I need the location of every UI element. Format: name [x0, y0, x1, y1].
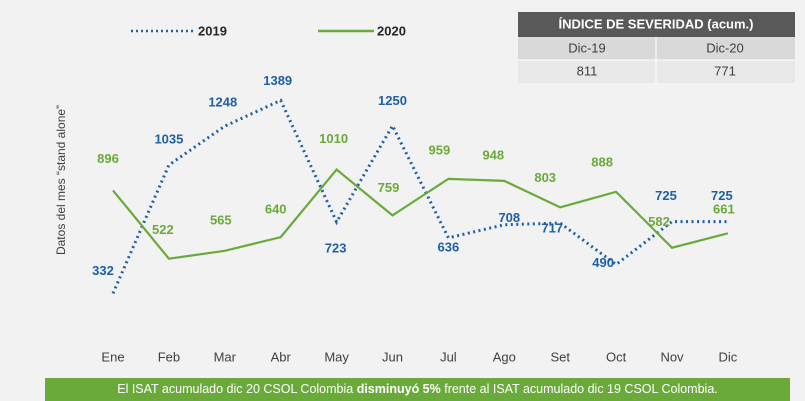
- data-label: 896: [97, 151, 119, 166]
- x-tick-label: Dic: [719, 349, 738, 364]
- data-label: 888: [591, 154, 613, 169]
- data-label: 640: [265, 202, 287, 217]
- data-label: 725: [655, 188, 677, 203]
- data-label: 582: [648, 214, 670, 229]
- x-tick-label: Jun: [382, 349, 403, 364]
- line-series: [112, 168, 729, 260]
- x-tick-label: Oct: [606, 349, 627, 364]
- data-label: 1389: [263, 73, 292, 88]
- table-title: ÍNDICE DE SEVERIDAD (acum.): [558, 16, 753, 31]
- data-label: 759: [378, 180, 400, 195]
- table-header: Dic-19: [568, 40, 606, 55]
- legend-label: 2019: [198, 23, 227, 38]
- data-label: 803: [534, 170, 556, 185]
- x-tick-label: Abr: [271, 349, 292, 364]
- data-label: 522: [152, 222, 174, 237]
- data-label: 661: [713, 202, 735, 217]
- footer-bold: disminuyó 5%: [356, 382, 441, 396]
- data-label: 1250: [378, 93, 407, 108]
- data-label: 948: [482, 147, 504, 162]
- footer-text: El ISAT acumulado dic 20 CSOL Colombia: [117, 382, 357, 396]
- data-label: 708: [498, 210, 520, 225]
- x-tick-label: Feb: [158, 349, 180, 364]
- footer: El ISAT acumulado dic 20 CSOL Colombia d…: [45, 378, 790, 401]
- data-label: 959: [429, 142, 451, 157]
- chart: Datos del mes “stand alone” ÍNDICE DE SE…: [54, 12, 795, 364]
- x-tick-label: Set: [550, 349, 570, 364]
- data-label: 636: [438, 239, 460, 254]
- data-label: 725: [711, 188, 733, 203]
- y-axis-label: Datos del mes “stand alone”: [54, 105, 68, 255]
- data-label: 1035: [154, 131, 183, 146]
- x-tick-label: Nov: [660, 349, 684, 364]
- data-label: 1010: [319, 131, 348, 146]
- data-label: 717: [541, 221, 563, 236]
- data-label: 332: [92, 263, 114, 278]
- data-label: 490: [592, 255, 614, 270]
- x-tick-label: May: [324, 349, 349, 364]
- footer-text: frente al ISAT acumulado dic 19 CSOL Col…: [440, 382, 718, 396]
- table-cell: 811: [577, 63, 598, 78]
- x-tick-label: Ene: [101, 349, 124, 364]
- data-label: 565: [210, 212, 232, 227]
- x-tick-label: Mar: [214, 349, 237, 364]
- table-header-bg: [518, 12, 795, 37]
- x-tick-label: Jul: [440, 349, 457, 364]
- x-tick-label: Ago: [493, 349, 516, 364]
- table-header: Dic-20: [706, 40, 744, 55]
- data-label: 723: [325, 240, 347, 255]
- data-label: 1248: [208, 95, 237, 110]
- table-cell: 771: [714, 63, 736, 78]
- legend-label: 2020: [377, 23, 406, 38]
